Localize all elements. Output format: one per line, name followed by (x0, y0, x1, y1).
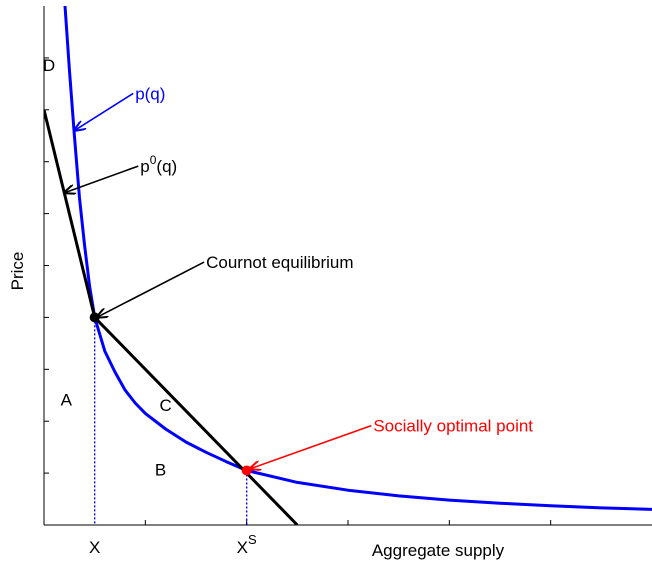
region-label-b: B (155, 461, 166, 480)
annotation-label-0: p(q) (135, 84, 165, 103)
region-label-a: A (61, 391, 73, 410)
annotations: p(q) p0(q) Cournot equilibrium Socially opt… (64, 84, 533, 469)
region-label-d: D (43, 56, 55, 75)
axes (43, 6, 652, 526)
annotation-label-2: Cournot equilibrium (206, 253, 353, 272)
x-axis-label: Aggregate supply (372, 541, 505, 560)
annotation-label-3: Socially optimal point (373, 417, 533, 436)
x-tick-labels: X XS (89, 532, 257, 557)
annotation-arrow (64, 165, 139, 193)
annotation-arrow (74, 92, 134, 130)
region-label-c: C (159, 396, 171, 415)
region-labels: D A B C (43, 56, 172, 480)
y-axis-label: Price (8, 252, 27, 291)
social-optimum-marker (241, 465, 252, 476)
annotation-arrow (250, 424, 372, 469)
x-tick-label-1: XS (237, 532, 257, 557)
annotation-label-1: p0(q) (140, 153, 177, 176)
annotation-arrow (97, 261, 205, 317)
dotted-drop-lines (93, 317, 248, 525)
x-tick-label-0: X (89, 538, 100, 557)
demand-curve-p (63, 6, 652, 511)
